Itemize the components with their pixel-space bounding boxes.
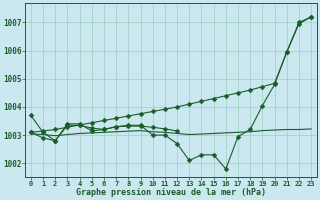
X-axis label: Graphe pression niveau de la mer (hPa): Graphe pression niveau de la mer (hPa) <box>76 188 266 197</box>
